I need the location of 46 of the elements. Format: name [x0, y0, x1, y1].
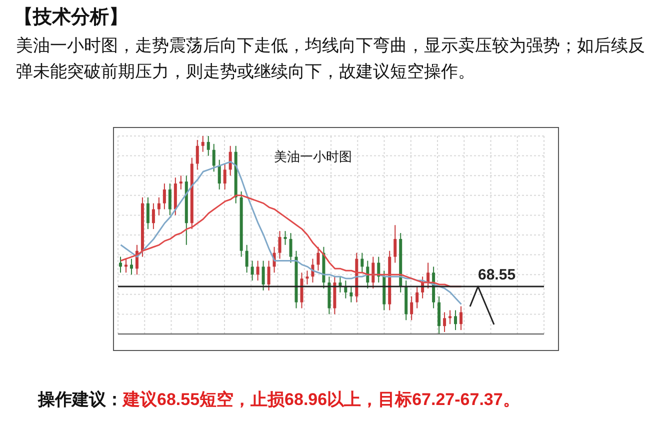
- candlestick: [316, 246, 320, 272]
- candlestick: [300, 272, 304, 309]
- candlestick: [212, 143, 216, 172]
- candlestick: [157, 196, 160, 216]
- candlestick: [162, 183, 166, 210]
- candlestick: [460, 306, 463, 331]
- candlestick: [284, 230, 287, 246]
- candlestick: [289, 232, 292, 264]
- text: 建议68.55短空，止损68.96以上，目标67.27-67.37。: [123, 390, 520, 409]
- candlestick: [256, 260, 260, 282]
- candlestick: [267, 260, 270, 291]
- candlestick: [360, 252, 364, 274]
- candlestick: [426, 262, 430, 289]
- candlestick: [394, 224, 397, 264]
- candlestick: [223, 163, 226, 190]
- candlestick: [250, 260, 254, 282]
- candlestick: [377, 256, 380, 284]
- candlestick: [206, 136, 210, 156]
- candlestick: [443, 312, 446, 333]
- candlestick: [218, 159, 221, 190]
- candlestick: [350, 286, 353, 303]
- candlestick: [344, 280, 348, 299]
- candlestick: [168, 183, 172, 216]
- candlestick: [245, 244, 248, 274]
- candlestick: [416, 286, 419, 309]
- text: 【技术分析】: [14, 6, 128, 30]
- candlestick: [179, 175, 182, 190]
- candlestick: [119, 256, 122, 274]
- candlestick: [448, 310, 452, 325]
- candlestick: [130, 258, 133, 276]
- candlestick: [201, 136, 204, 152]
- text: 美油一小时图，走势震荡后向下走低，均线向下弯曲，显示卖压较为强势；如后续反弹未能突破前期压力，则走势或继续向下，故建议短空操作。: [16, 35, 646, 82]
- candlestick: [124, 258, 128, 274]
- candlestick: [410, 296, 414, 321]
- candlestick: [278, 230, 282, 260]
- candlestick: [196, 139, 199, 170]
- text: 操作建议：: [38, 390, 123, 409]
- candlestick: [454, 310, 458, 331]
- candlestick: [146, 196, 150, 230]
- candlestick: [372, 256, 375, 289]
- candlestick: [306, 270, 309, 285]
- candlestick: [262, 260, 265, 291]
- candlestick: [152, 202, 155, 230]
- candlestick: [438, 296, 441, 334]
- text: 68.55: [478, 266, 516, 284]
- text: 美油一小时图: [274, 148, 352, 166]
